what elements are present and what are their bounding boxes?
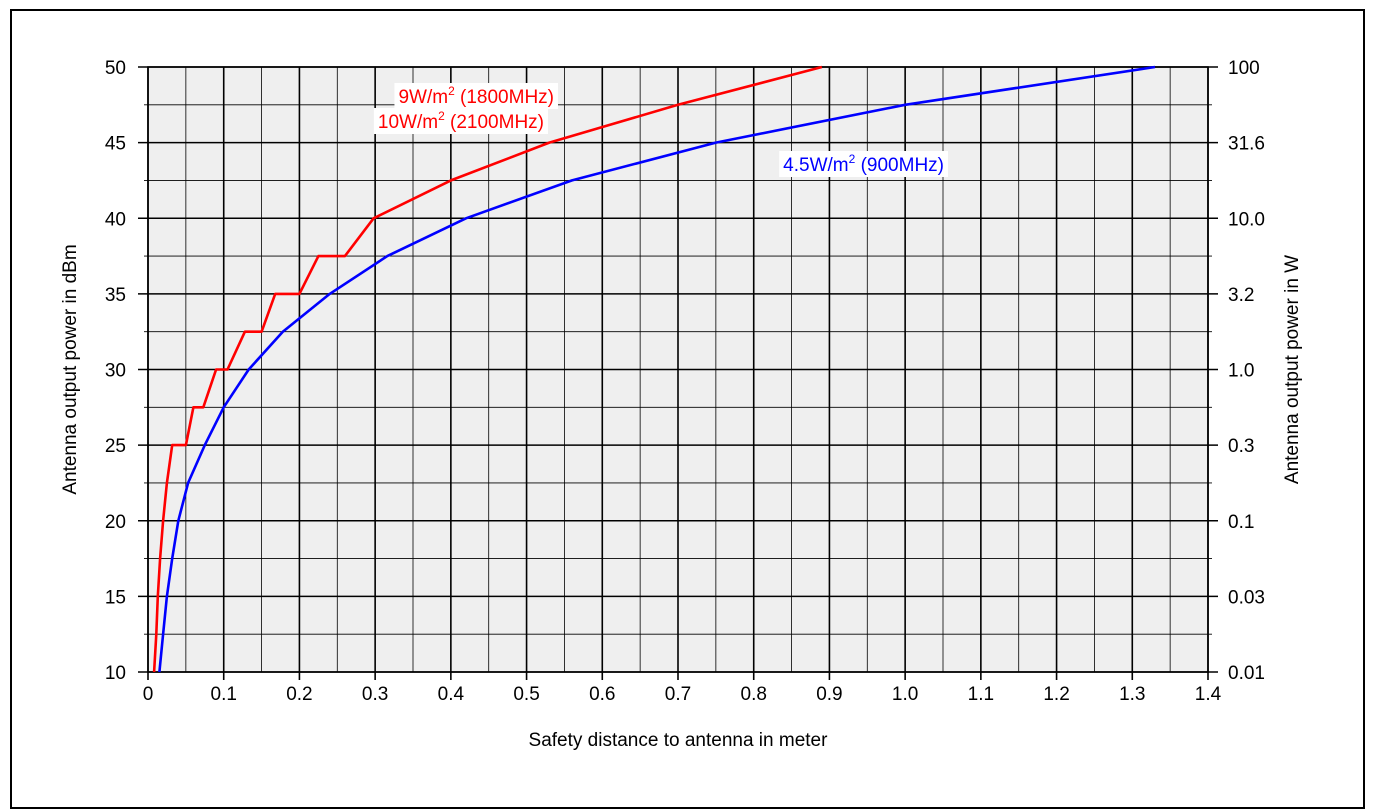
y2-tick-labels: 0.01 0.03 0.1 0.3 1.0 3.2 10.0 31.6 100 (1228, 58, 1265, 684)
y-tick-label: 40 (105, 209, 126, 230)
y-tick-label: 15 (105, 587, 126, 608)
y2-tick-label: 31.6 (1228, 134, 1265, 155)
y-tick-labels: 10 15 20 25 30 35 40 45 50 (105, 58, 126, 684)
series-layer (152, 65, 1156, 673)
y-tick-label: 20 (105, 512, 126, 533)
chart-svg: 0 0.1 0.2 0.3 0.4 0.5 0.6 0.7 0.8 0.9 1.0 1.1 1.2 1.3… (60, 58, 1303, 751)
series-label-background (779, 151, 948, 177)
x-tick-label: 0.2 (286, 684, 312, 705)
x-tick-label: 0.7 (665, 684, 691, 705)
y2-tick-label: 10.0 (1228, 209, 1265, 230)
x-tick-label: 0.3 (362, 684, 388, 705)
major-gridlines (138, 66, 1218, 680)
y-tick-label: 35 (105, 285, 126, 306)
x-tick-label: 1.1 (968, 684, 994, 705)
y2-tick-label: 1.0 (1228, 361, 1254, 382)
y2-axis-title: Antenna output power in W (1282, 255, 1303, 484)
x-tick-label: 0.4 (438, 684, 465, 705)
y-tick-label: 50 (105, 58, 126, 79)
series-label-background (373, 108, 548, 134)
x-tick-label: 1.4 (1195, 684, 1222, 705)
y2-tick-label: 0.01 (1228, 663, 1265, 684)
series-line-1 (158, 65, 1156, 673)
x-tick-label: 1.0 (892, 684, 918, 705)
y-tick-label: 45 (105, 134, 126, 155)
x-tick-label: 0 (143, 684, 154, 705)
x-tick-label: 0.9 (816, 684, 842, 705)
series-label-0-1: 10W/m2 (2100MHz) (378, 109, 544, 133)
x-tick-label: 1.3 (1119, 684, 1145, 705)
x-tick-label: 1.2 (1043, 684, 1069, 705)
x-tick-labels: 0 0.1 0.2 0.3 0.4 0.5 0.6 0.7 0.8 0.9 1.0 1.1 1.2 1.3… (143, 684, 1222, 705)
y-tick-label: 30 (105, 361, 126, 382)
y2-tick-label: 3.2 (1228, 285, 1254, 306)
y2-tick-label: 0.3 (1228, 436, 1254, 457)
y-tick-label: 25 (105, 436, 126, 457)
y2-tick-label: 100 (1228, 58, 1260, 79)
y-tick-label: 10 (105, 663, 126, 684)
y2-tick-label: 0.03 (1228, 587, 1265, 608)
x-axis-title: Safety distance to antenna in meter (529, 730, 829, 751)
series-label-1-0: 4.5W/m2 (900MHz) (783, 152, 944, 176)
y-axis-title: Antenna output power in dBm (60, 244, 81, 494)
x-tick-label: 0.8 (741, 684, 767, 705)
x-tick-label: 0.1 (211, 684, 237, 705)
series-labels: 9W/m2 (1800MHz)10W/m2 (2100MHz) 4.5W/m2 (… (373, 83, 948, 177)
series-label-0-0: 9W/m2 (1800MHz) (398, 84, 554, 108)
x-tick-label: 0.6 (589, 684, 615, 705)
series-line-0 (152, 65, 823, 673)
plot-border (147, 66, 1209, 673)
series-label-background (394, 83, 558, 109)
y2-tick-label: 0.1 (1228, 512, 1254, 533)
x-tick-label: 0.5 (513, 684, 539, 705)
